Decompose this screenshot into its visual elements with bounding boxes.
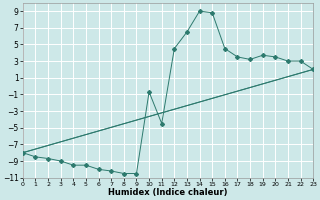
X-axis label: Humidex (Indice chaleur): Humidex (Indice chaleur) — [108, 188, 228, 197]
